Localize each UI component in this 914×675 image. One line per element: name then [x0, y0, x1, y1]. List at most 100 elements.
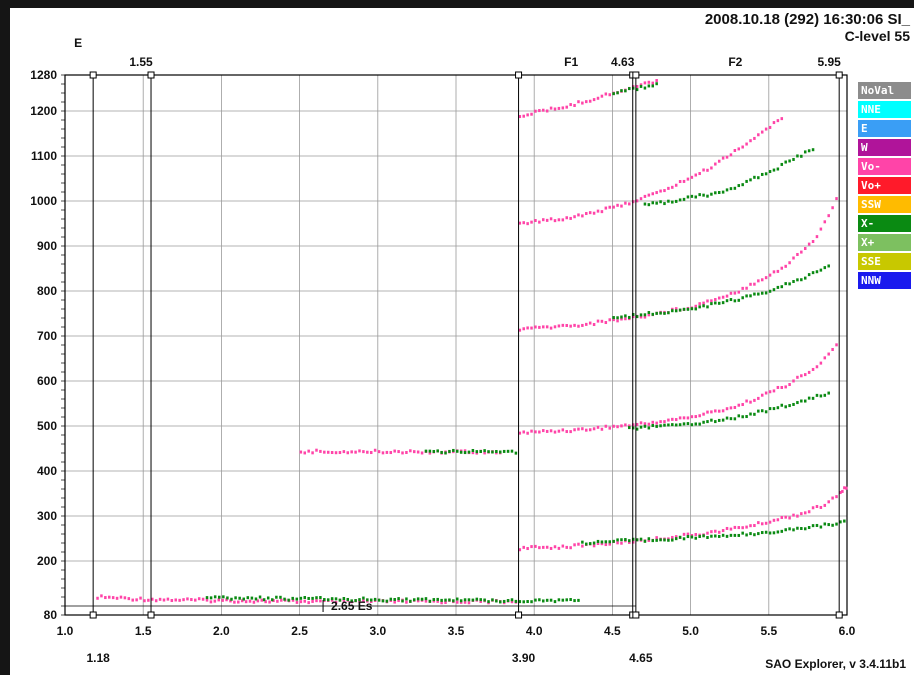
data-point [725, 299, 729, 303]
data-point [542, 218, 545, 222]
data-point [628, 539, 631, 543]
data-point [518, 115, 522, 119]
data-point [620, 204, 623, 208]
data-point [311, 596, 314, 600]
data-point [230, 597, 233, 601]
data-point [307, 449, 310, 453]
data-point [780, 385, 784, 389]
data-point [674, 309, 678, 313]
y-tick-label: 600 [37, 374, 57, 388]
data-point [764, 521, 768, 525]
data-point [717, 409, 721, 413]
data-point [792, 157, 795, 161]
data-point [714, 191, 717, 195]
data-point [557, 324, 561, 328]
data-point [729, 417, 733, 421]
data-point [725, 294, 729, 298]
legend-item: SSW [858, 196, 911, 213]
data-point [702, 304, 705, 308]
data-point [667, 538, 670, 542]
data-point [377, 598, 381, 602]
data-point [510, 600, 514, 604]
y-tick-label: 1100 [31, 149, 57, 163]
data-point [674, 199, 678, 203]
data-point [248, 599, 252, 603]
data-point [530, 545, 533, 549]
data-point [608, 540, 611, 544]
data-point [772, 168, 776, 172]
data-point [291, 596, 294, 600]
data-point [792, 280, 795, 284]
data-point [647, 80, 651, 84]
data-point [803, 511, 807, 515]
data-point [639, 425, 643, 429]
data-point [330, 598, 334, 602]
data-point [721, 301, 725, 305]
data-point [737, 184, 741, 188]
data-point [459, 600, 463, 604]
data-point [753, 292, 756, 296]
data-point [424, 597, 428, 601]
data-point [581, 323, 584, 327]
data-point [815, 235, 819, 239]
data-point [612, 424, 615, 428]
data-point [690, 194, 694, 198]
data-point [772, 121, 776, 125]
data-point [592, 98, 596, 102]
data-point [522, 327, 525, 331]
data-point [694, 533, 698, 537]
data-point [628, 426, 631, 430]
data-point [835, 197, 838, 201]
data-point [280, 598, 283, 602]
marker-top-square [632, 71, 640, 79]
data-point [843, 486, 846, 490]
data-point [710, 299, 713, 303]
data-point [479, 599, 482, 603]
data-point [123, 596, 127, 600]
data-point [757, 409, 760, 413]
data-point [714, 298, 717, 302]
data-point [760, 522, 764, 526]
data-point [663, 311, 666, 315]
data-point [600, 210, 604, 214]
data-point [694, 415, 698, 419]
data-point [542, 599, 545, 603]
data-point [624, 317, 627, 321]
data-point [588, 542, 592, 546]
data-point [796, 252, 799, 256]
data-point [647, 84, 651, 88]
data-point [518, 431, 522, 435]
data-point [108, 595, 111, 599]
data-point [397, 450, 400, 454]
data-point [266, 596, 270, 600]
data-point [682, 422, 686, 426]
x-tick-label: 2.5 [291, 624, 308, 638]
y-tick-label: 500 [37, 419, 57, 433]
data-point [671, 423, 674, 427]
data-point [710, 534, 713, 538]
data-point [416, 599, 420, 603]
data-point [702, 420, 705, 424]
data-point [690, 415, 694, 419]
data-point [803, 373, 807, 377]
legend-item: Vo+ [858, 177, 911, 194]
data-point [412, 598, 416, 602]
data-point [714, 162, 717, 166]
data-point [592, 541, 596, 545]
data-point [444, 598, 447, 602]
data-point [542, 108, 545, 112]
data-point [205, 598, 209, 602]
data-point [788, 282, 791, 286]
data-point [733, 291, 737, 295]
data-point [522, 114, 525, 118]
data-point [780, 285, 784, 289]
data-point [561, 428, 565, 432]
data-point [800, 278, 803, 282]
data-point [764, 410, 768, 414]
data-point [197, 597, 201, 601]
data-point [573, 103, 576, 107]
data-point [581, 101, 584, 105]
data-point [811, 524, 815, 528]
data-point [174, 598, 177, 602]
y-tick-label: 300 [37, 509, 57, 523]
